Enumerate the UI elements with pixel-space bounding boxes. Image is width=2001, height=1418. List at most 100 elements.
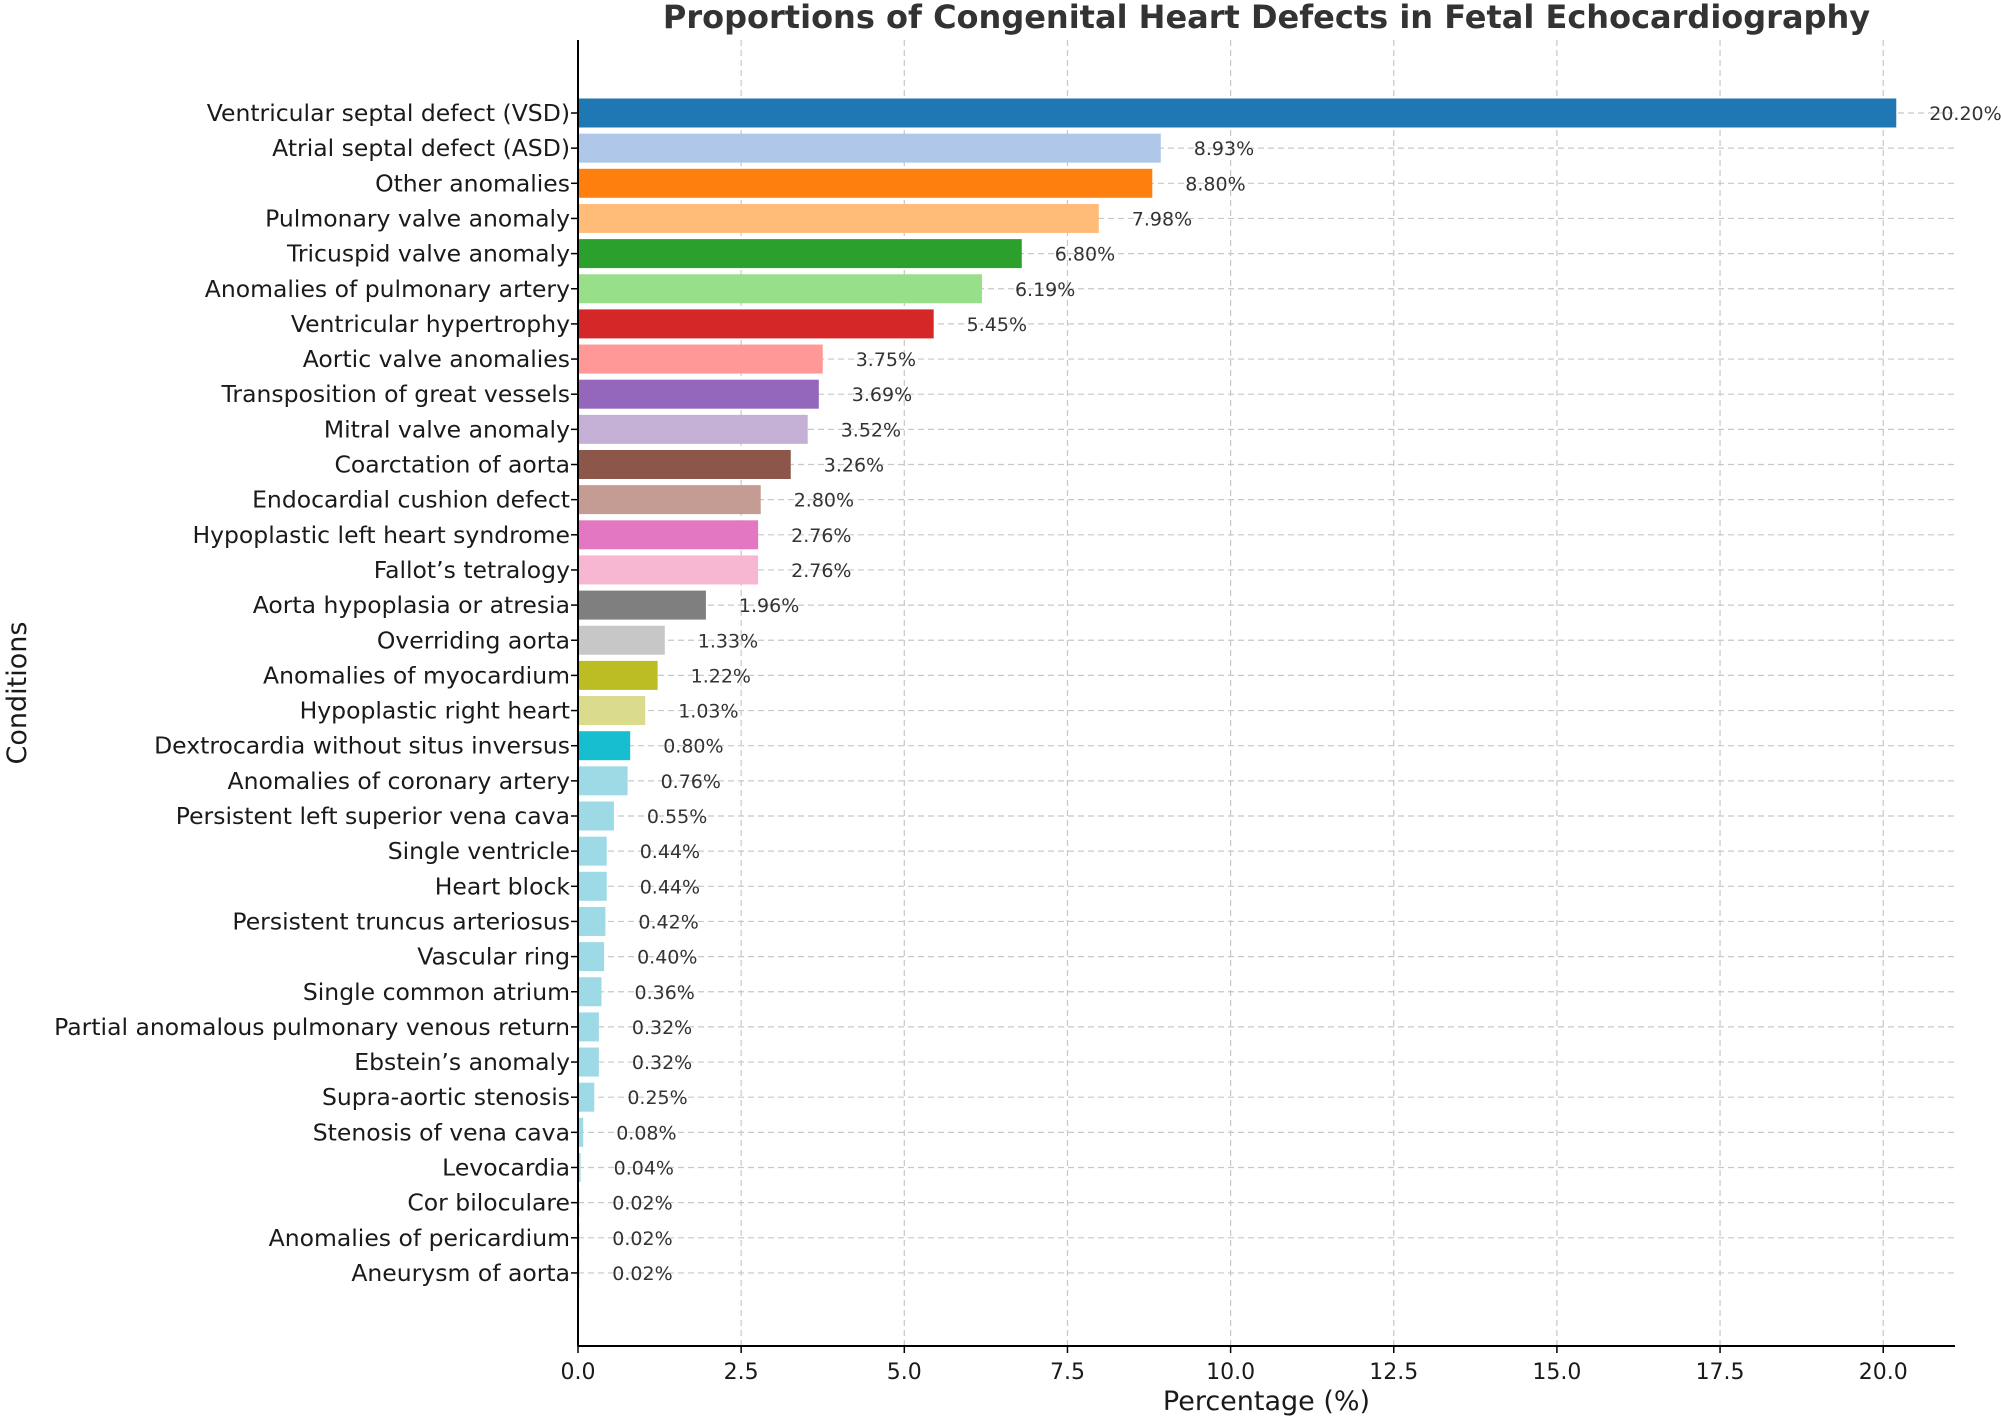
data-label: 1.33% bbox=[698, 630, 758, 652]
category-label: Transposition of great vessels bbox=[221, 380, 570, 408]
data-label: 0.04% bbox=[614, 1158, 674, 1180]
category-label: Anomalies of pericardium bbox=[269, 1224, 570, 1252]
bar bbox=[578, 485, 761, 515]
bar bbox=[578, 625, 665, 655]
data-label: 3.75% bbox=[856, 349, 916, 371]
bar bbox=[578, 520, 759, 550]
category-label: Hypoplastic right heart bbox=[300, 697, 570, 725]
bar bbox=[578, 1117, 584, 1147]
bar bbox=[578, 1012, 599, 1042]
category-label: Ventricular septal defect (VSD) bbox=[207, 99, 570, 127]
category-label: Anomalies of coronary artery bbox=[228, 767, 571, 795]
bar bbox=[578, 942, 605, 972]
data-label: 8.80% bbox=[1185, 173, 1245, 195]
category-label: Tricuspid valve anomaly bbox=[286, 240, 570, 268]
data-label: 0.02% bbox=[612, 1263, 672, 1285]
data-label: 0.44% bbox=[640, 841, 700, 863]
category-label: Fallot’s tetralogy bbox=[374, 556, 570, 584]
bar bbox=[578, 801, 614, 831]
bar bbox=[578, 766, 628, 796]
category-label: Other anomalies bbox=[375, 169, 570, 197]
data-label: 1.96% bbox=[739, 595, 799, 617]
x-tick-label: 20.0 bbox=[1859, 1360, 1908, 1385]
category-label: Pulmonary valve anomaly bbox=[265, 204, 570, 232]
data-label: 0.32% bbox=[632, 1052, 692, 1074]
category-label: Anomalies of myocardium bbox=[263, 661, 570, 689]
category-label: Heart block bbox=[435, 872, 571, 900]
data-label: 6.19% bbox=[1015, 279, 1075, 301]
category-label: Dextrocardia without situs inversus bbox=[154, 732, 570, 760]
data-label: 7.98% bbox=[1132, 208, 1192, 230]
category-label: Stenosis of vena cava bbox=[313, 1118, 570, 1146]
x-tick-label: 17.5 bbox=[1696, 1360, 1745, 1385]
x-tick-label: 12.5 bbox=[1369, 1360, 1418, 1385]
data-label: 0.42% bbox=[638, 911, 698, 933]
data-label: 3.52% bbox=[841, 419, 901, 441]
category-label: Levocardia bbox=[442, 1154, 570, 1182]
data-label: 0.02% bbox=[612, 1228, 672, 1250]
grid-layer bbox=[571, 40, 1955, 1353]
bars-layer bbox=[578, 98, 1897, 1288]
bar bbox=[578, 133, 1161, 163]
data-label: 0.02% bbox=[612, 1193, 672, 1215]
x-tick-label: 7.5 bbox=[1050, 1360, 1085, 1385]
category-label: Anomalies of pulmonary artery bbox=[205, 275, 570, 303]
bar bbox=[578, 731, 631, 761]
data-label: 3.26% bbox=[824, 455, 884, 477]
category-label: Cor biloculare bbox=[407, 1189, 570, 1217]
category-label: Single ventricle bbox=[388, 837, 570, 865]
data-label: 6.80% bbox=[1055, 244, 1115, 266]
category-label: Endocardial cushion defect bbox=[252, 486, 570, 514]
bar bbox=[578, 274, 982, 304]
category-label: Ebstein’s anomaly bbox=[354, 1048, 570, 1076]
data-label: 1.03% bbox=[678, 701, 738, 723]
data-label: 0.76% bbox=[661, 771, 721, 793]
category-label: Ventricular hypertrophy bbox=[291, 310, 570, 338]
x-tick-label: 10.0 bbox=[1206, 1360, 1255, 1385]
data-label: 5.45% bbox=[967, 314, 1027, 336]
bar bbox=[578, 906, 606, 936]
data-label: 0.36% bbox=[634, 982, 694, 1004]
category-label: Hypoplastic left heart syndrome bbox=[192, 521, 570, 549]
bar bbox=[578, 836, 607, 866]
bar bbox=[578, 590, 706, 620]
data-label: 8.93% bbox=[1194, 138, 1254, 160]
bar bbox=[578, 977, 602, 1007]
bar bbox=[578, 309, 934, 339]
data-label: 2.76% bbox=[791, 525, 851, 547]
category-label: Mitral valve anomaly bbox=[324, 415, 570, 443]
category-label: Vascular ring bbox=[417, 943, 570, 971]
labels-layer: 0.0 2.5 5.0 7.5 10.0 12.5 15.0 17.5 20.0 Ventricu… bbox=[54, 99, 2001, 1385]
data-label: 3.69% bbox=[852, 384, 912, 406]
x-tick-label: 15.0 bbox=[1532, 1360, 1581, 1385]
category-label: Single common atrium bbox=[303, 978, 570, 1006]
category-label: Aortic valve anomalies bbox=[303, 345, 570, 373]
bar bbox=[578, 1047, 599, 1077]
data-label: 2.80% bbox=[794, 490, 854, 512]
category-label: Persistent left superior vena cava bbox=[176, 802, 570, 830]
bar bbox=[578, 1153, 581, 1182]
chart-title: Proportions of Congenital Heart Defects … bbox=[663, 0, 1870, 36]
y-axis-title: Conditions bbox=[2, 622, 33, 765]
bar bbox=[578, 696, 646, 726]
data-label: 20.20% bbox=[1929, 103, 2001, 125]
category-label: Partial anomalous pulmonary venous retur… bbox=[54, 1013, 570, 1041]
x-tick-label: 5.0 bbox=[887, 1360, 922, 1385]
bar bbox=[578, 1082, 595, 1112]
data-label: 0.44% bbox=[640, 876, 700, 898]
category-label: Overriding aorta bbox=[377, 626, 570, 654]
bar bbox=[578, 203, 1099, 233]
data-label: 2.76% bbox=[791, 560, 851, 582]
data-label: 0.55% bbox=[647, 806, 707, 828]
x-axis-title: Percentage (%) bbox=[1163, 1386, 1370, 1417]
bar bbox=[578, 239, 1022, 269]
bar bbox=[578, 660, 658, 690]
category-label: Aneurysm of aorta bbox=[351, 1259, 570, 1287]
bar bbox=[578, 98, 1897, 128]
data-label: 0.32% bbox=[632, 1017, 692, 1039]
data-label: 0.25% bbox=[627, 1087, 687, 1109]
bar bbox=[578, 871, 607, 901]
x-tick-label: 2.5 bbox=[724, 1360, 759, 1385]
